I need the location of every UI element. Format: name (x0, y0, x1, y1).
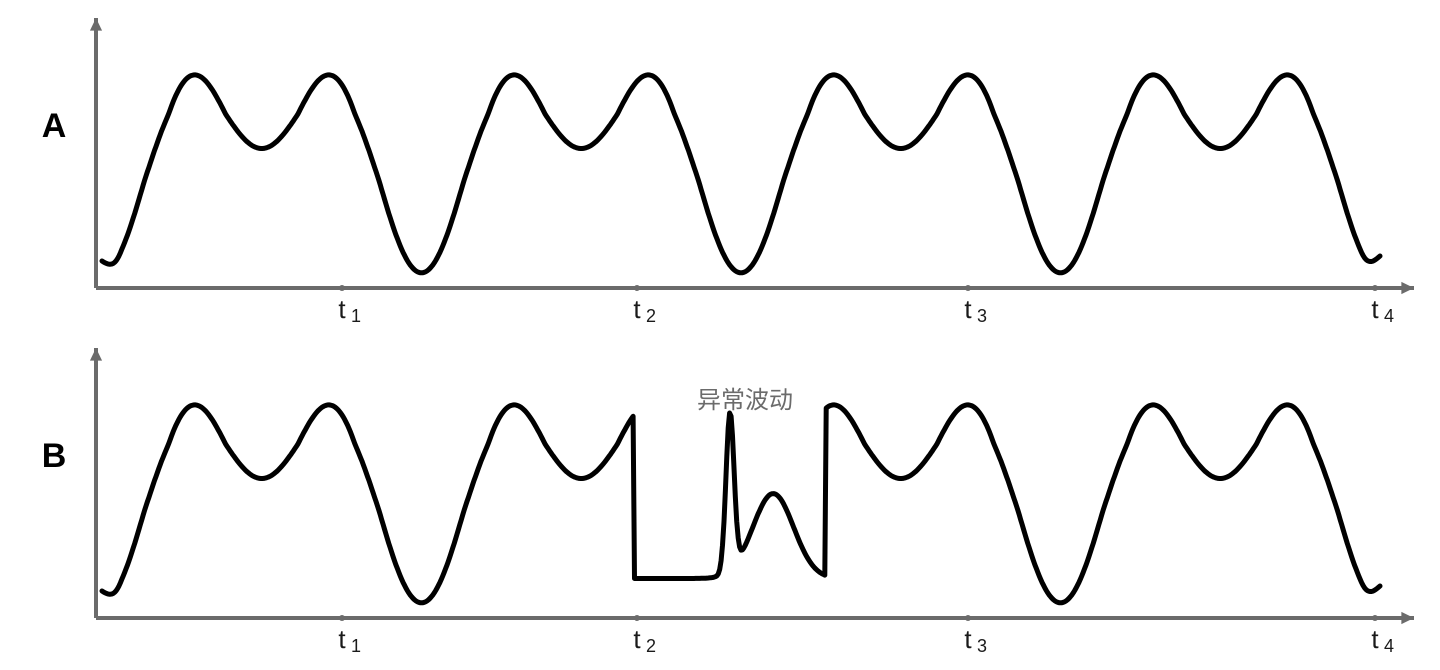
x-tick-label: t (338, 294, 346, 324)
x-tick-subscript: 4 (1384, 306, 1394, 326)
x-tick-label: t (964, 624, 972, 654)
x-tick-subscript: 4 (1384, 636, 1394, 656)
anomaly-annotation: 异常波动 (697, 387, 793, 414)
panel-label-B: B (42, 437, 67, 475)
x-tick (1372, 615, 1378, 621)
x-tick-subscript: 3 (977, 636, 987, 656)
x-tick (339, 615, 345, 621)
x-tick-subscript: 2 (646, 636, 656, 656)
waveform-figure: t1t2t3t4At1t2t3t4B异常波动 (0, 0, 1440, 670)
x-tick-label: t (964, 294, 972, 324)
x-tick-label: t (1371, 294, 1379, 324)
x-tick-label: t (633, 294, 641, 324)
x-tick-label: t (1371, 624, 1379, 654)
x-tick (1372, 285, 1378, 291)
x-tick-subscript: 1 (351, 306, 361, 326)
x-tick (634, 285, 640, 291)
x-tick (965, 285, 971, 291)
x-tick (634, 615, 640, 621)
x-tick-label: t (338, 624, 346, 654)
x-tick-subscript: 1 (351, 636, 361, 656)
panel-label-A: A (42, 107, 67, 145)
x-tick-subscript: 2 (646, 306, 656, 326)
x-tick (965, 615, 971, 621)
x-tick (339, 285, 345, 291)
x-tick-label: t (633, 624, 641, 654)
x-tick-subscript: 3 (977, 306, 987, 326)
